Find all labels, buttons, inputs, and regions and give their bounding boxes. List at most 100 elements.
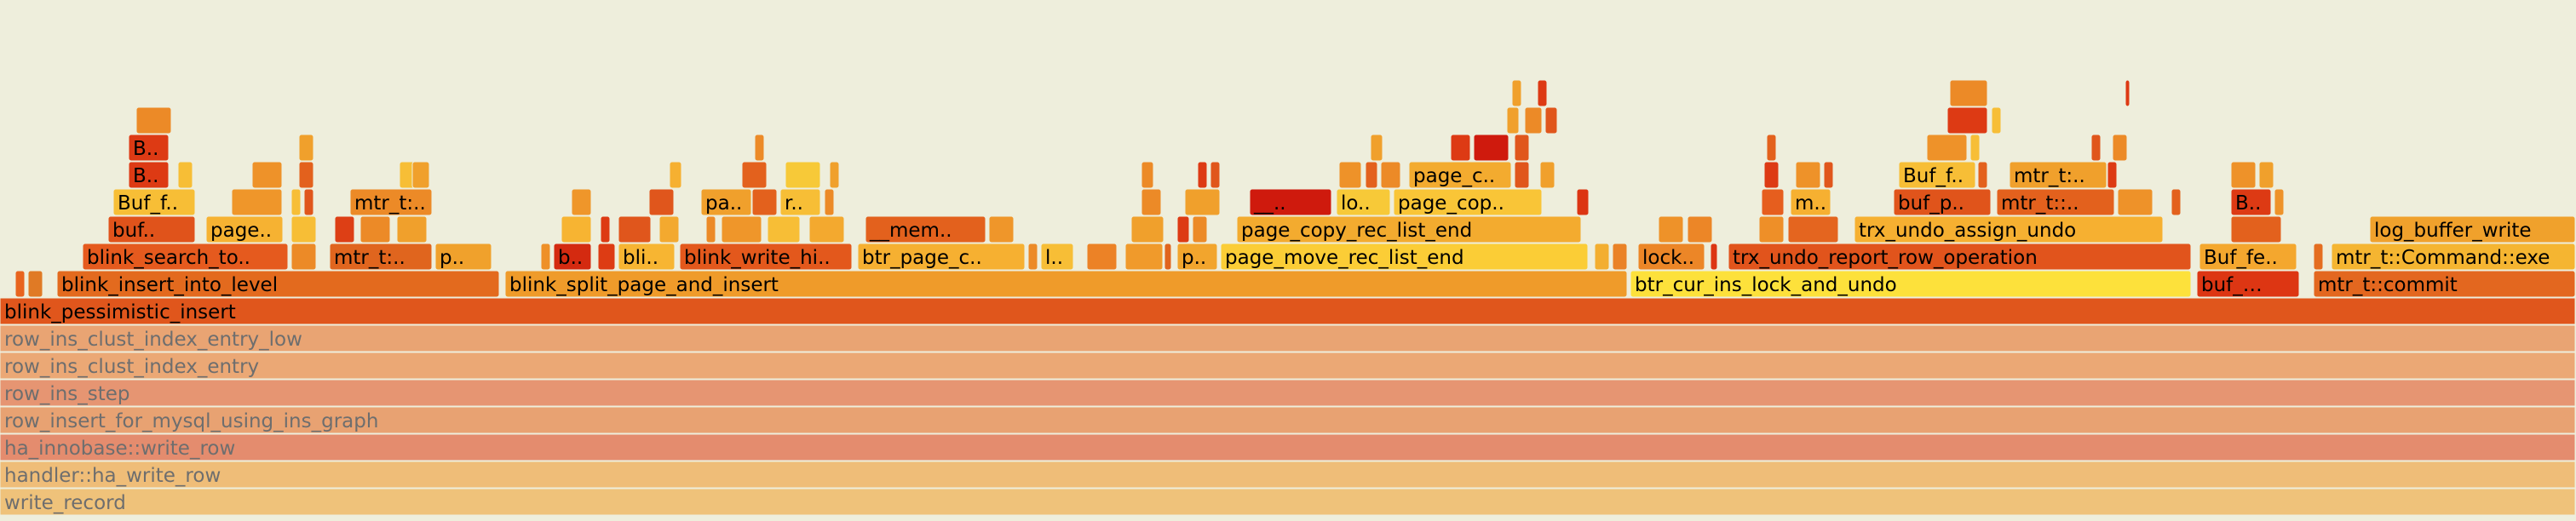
flame-frame[interactable]	[1380, 161, 1401, 189]
flame-frame[interactable]	[1795, 161, 1821, 189]
flame-frame[interactable]: row_insert_for_mysql_using_ins_graph	[0, 406, 2576, 434]
frame-bar[interactable]	[1787, 215, 1839, 243]
flame-frame[interactable]	[1594, 243, 1610, 271]
frame-bar[interactable]	[1612, 243, 1628, 271]
flame-frame[interactable]: B..	[2230, 188, 2272, 216]
flame-frame[interactable]	[1210, 161, 1221, 189]
frame-bar[interactable]	[1236, 215, 1582, 243]
frame-bar[interactable]	[1197, 161, 1208, 189]
flame-frame[interactable]	[767, 215, 801, 243]
flame-frame[interactable]	[1977, 161, 1988, 189]
flame-frame[interactable]	[1823, 161, 1834, 189]
frame-bar[interactable]	[290, 215, 317, 243]
flame-frame[interactable]	[1370, 134, 1383, 162]
frame-bar[interactable]	[1977, 161, 1988, 189]
frame-bar[interactable]	[298, 134, 314, 162]
frame-bar[interactable]	[561, 215, 592, 243]
flame-frame[interactable]: p..	[434, 243, 492, 271]
flame-frame[interactable]	[1758, 215, 1785, 243]
flame-frame[interactable]	[1544, 106, 1558, 135]
frame-bar[interactable]	[988, 215, 1015, 243]
flame-frame[interactable]	[1338, 161, 1362, 189]
frame-bar[interactable]	[2369, 215, 2576, 243]
frame-bar[interactable]	[1728, 243, 2192, 271]
flame-frame[interactable]: lo..	[1336, 188, 1391, 216]
flame-frame[interactable]	[785, 161, 821, 189]
flame-frame[interactable]	[251, 161, 283, 189]
flame-frame[interactable]	[1926, 134, 1968, 162]
flame-frame[interactable]	[1763, 161, 1780, 189]
frame-bar[interactable]	[1393, 188, 1543, 216]
flame-frame[interactable]: __mem..	[865, 215, 986, 243]
frame-bar[interactable]	[128, 161, 170, 189]
flame-frame[interactable]	[1514, 161, 1530, 189]
flame-frame[interactable]	[135, 106, 172, 135]
frame-bar[interactable]	[1086, 243, 1118, 271]
flame-frame[interactable]	[648, 188, 675, 216]
flame-frame[interactable]	[561, 215, 592, 243]
frame-bar[interactable]	[0, 324, 2576, 352]
flame-frame[interactable]	[1576, 188, 1590, 216]
frame-bar[interactable]	[290, 243, 317, 271]
flame-frame[interactable]	[618, 215, 652, 243]
frame-bar[interactable]	[1926, 134, 1968, 162]
frame-bar[interactable]	[1473, 134, 1509, 162]
frame-bar[interactable]	[1506, 106, 1520, 135]
frame-bar[interactable]	[597, 243, 616, 271]
frame-bar[interactable]	[1763, 161, 1780, 189]
flame-frame[interactable]: buf_…	[2196, 270, 2300, 298]
flame-frame[interactable]	[1539, 161, 1555, 189]
flame-frame[interactable]	[14, 270, 26, 298]
frame-bar[interactable]	[1192, 215, 1208, 243]
flame-frame[interactable]: bli..	[618, 243, 676, 271]
frame-bar[interactable]	[1524, 106, 1543, 135]
flame-frame[interactable]: blink_pessimistic_insert	[0, 297, 2576, 325]
flame-frame[interactable]	[1473, 134, 1509, 162]
flame-frame[interactable]	[1130, 215, 1164, 243]
flame-frame[interactable]	[824, 188, 835, 216]
frame-bar[interactable]	[0, 379, 2576, 407]
frame-bar[interactable]	[2331, 243, 2576, 271]
frame-bar[interactable]	[1514, 134, 1530, 162]
flame-frame[interactable]	[1164, 243, 1172, 271]
flame-frame[interactable]	[1192, 215, 1208, 243]
frame-bar[interactable]	[648, 188, 675, 216]
flame-frame[interactable]	[303, 188, 314, 216]
frame-bar[interactable]	[303, 188, 314, 216]
frame-bar[interactable]	[1380, 161, 1401, 189]
frame-bar[interactable]	[1854, 215, 2164, 243]
flame-frame[interactable]	[2230, 215, 2282, 243]
flame-frame[interactable]	[1787, 215, 1839, 243]
flame-frame[interactable]	[1946, 106, 1988, 135]
flame-frame[interactable]	[1027, 243, 1038, 271]
frame-bar[interactable]	[1544, 106, 1558, 135]
frame-bar[interactable]	[2258, 161, 2274, 189]
flame-frame[interactable]	[1949, 79, 1988, 107]
flame-frame[interactable]	[1514, 134, 1530, 162]
flame-frame[interactable]: m..	[1790, 188, 1831, 216]
frame-bar[interactable]	[1365, 161, 1378, 189]
frame-bar[interactable]	[2196, 270, 2300, 298]
frame-bar[interactable]	[824, 188, 835, 216]
frame-bar[interactable]	[1164, 243, 1172, 271]
flame-frame[interactable]: mtr_t::..	[1996, 188, 2115, 216]
flame-frame[interactable]: mtr_t::Command::exe	[2331, 243, 2576, 271]
frame-bar[interactable]	[751, 188, 778, 216]
frame-bar[interactable]	[128, 134, 170, 162]
flame-frame[interactable]: lock..	[1637, 243, 1705, 271]
frame-bar[interactable]	[571, 188, 592, 216]
frame-bar[interactable]	[1594, 243, 1610, 271]
frame-bar[interactable]	[1249, 188, 1332, 216]
frame-bar[interactable]	[1790, 188, 1831, 216]
flame-frame[interactable]	[751, 188, 778, 216]
flame-frame[interactable]: Buf_f..	[112, 188, 196, 216]
frame-bar[interactable]	[2313, 270, 2576, 298]
flame-frame[interactable]: blink_insert_into_level	[56, 270, 500, 298]
flame-frame[interactable]: page_copy_rec_list_end	[1236, 215, 1582, 243]
flame-frame[interactable]	[1511, 79, 1522, 107]
frame-bar[interactable]	[2117, 188, 2153, 216]
frame-bar[interactable]	[56, 270, 500, 298]
flame-frame[interactable]: ha_innobase::write_row	[0, 433, 2576, 461]
frame-bar[interactable]	[1176, 215, 1190, 243]
flame-frame[interactable]	[290, 188, 302, 216]
